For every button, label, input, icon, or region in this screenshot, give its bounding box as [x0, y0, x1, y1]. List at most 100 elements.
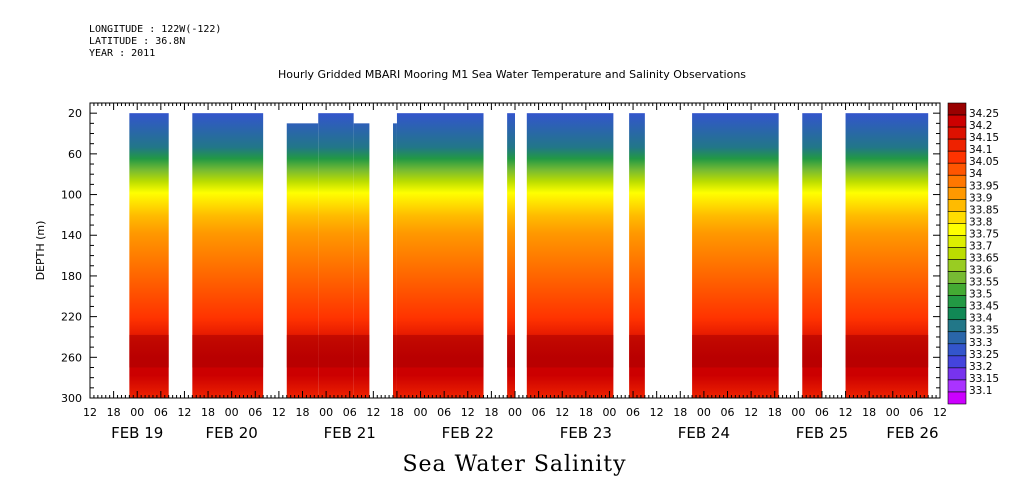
legend-swatch: [947, 235, 967, 248]
legend-label: 33.35: [969, 325, 999, 337]
legend-label: 33.75: [969, 228, 999, 240]
x-tick-label: 18: [673, 406, 687, 419]
legend-label: 34: [969, 168, 983, 180]
x-tick-label: 00: [130, 406, 144, 419]
legend-label: 33.25: [969, 349, 999, 361]
x-tick-label: 06: [626, 406, 640, 419]
x-tick-label: 06: [154, 406, 168, 419]
x-tick-label: 12: [461, 406, 475, 419]
legend-swatch: [947, 259, 967, 272]
legend-swatch: [947, 174, 967, 188]
x-tick-label: 12: [839, 406, 853, 419]
x-date-label: FEB 23: [560, 424, 612, 442]
x-tick-label: 18: [201, 406, 215, 419]
legend-label: 33.6: [969, 265, 993, 277]
legend-label: 33.7: [969, 240, 992, 252]
high-salinity-band: [845, 334, 929, 368]
legend-swatch: [947, 295, 967, 308]
legend-swatch: [947, 162, 967, 176]
legend-swatch: [947, 150, 967, 164]
x-tick-label: 18: [484, 406, 498, 419]
legend-label: 33.8: [969, 216, 992, 228]
legend-label: 33.9: [969, 192, 992, 204]
x-date-label: FEB 20: [206, 424, 258, 442]
legend-swatch: [947, 367, 967, 381]
bottom-title: Sea Water Salinity: [402, 452, 627, 477]
high-salinity-band: [192, 334, 264, 368]
y-axis-label: DEPTH (m): [34, 221, 47, 281]
legend-label: 34.2: [969, 120, 992, 132]
x-date-label: FEB 24: [678, 424, 730, 442]
longitude-label: LONGITUDE : 122W(-122): [89, 24, 222, 35]
x-tick-label: 12: [650, 406, 664, 419]
legend-label: 33.95: [969, 180, 999, 192]
high-salinity-band: [129, 334, 169, 368]
latitude-label: LATITUDE : 36.8N: [89, 36, 186, 47]
x-date-label: FEB 25: [796, 424, 848, 442]
y-tick-label: 100: [61, 189, 82, 202]
x-tick-label: 00: [414, 406, 428, 419]
legend-label: 34.1: [969, 144, 992, 156]
legend-label: 33.15: [969, 373, 999, 385]
data-segment: [629, 113, 645, 398]
x-tick-label: 12: [83, 406, 97, 419]
legend-label: 33.1: [969, 385, 992, 397]
legend-label: 33.2: [969, 361, 992, 373]
legend-swatch: [947, 343, 967, 357]
metadata-block: LONGITUDE : 122W(-122) LATITUDE : 36.8N …: [89, 24, 221, 60]
x-tick-label: 18: [862, 406, 876, 419]
x-tick-label: 06: [437, 406, 451, 419]
high-salinity-band: [353, 334, 370, 368]
high-salinity-band: [526, 334, 614, 368]
x-tick-label: 12: [177, 406, 191, 419]
legend-label: 33.65: [969, 253, 999, 265]
x-tick-label: 18: [296, 406, 310, 419]
x-tick-label: 18: [768, 406, 782, 419]
x-date-label: FEB 19: [111, 424, 163, 442]
legend-swatch: [947, 114, 967, 128]
x-tick-label: 12: [272, 406, 286, 419]
legend-swatch: [947, 102, 967, 116]
x-tick-label: 00: [791, 406, 805, 419]
high-salinity-band: [396, 334, 484, 368]
legend-label: 34.15: [969, 132, 999, 144]
x-date-label: FEB 26: [886, 424, 938, 442]
x-tick-label: 12: [366, 406, 380, 419]
x-tick-label: 00: [886, 406, 900, 419]
legend-swatch: [947, 126, 967, 140]
x-tick-label: 12: [744, 406, 758, 419]
x-tick-label: 06: [721, 406, 735, 419]
x-date-label: FEB 22: [442, 424, 494, 442]
high-salinity-band: [802, 334, 822, 368]
chart-title: Hourly Gridded MBARI Mooring M1 Sea Wate…: [277, 68, 747, 81]
x-tick-label: 06: [343, 406, 357, 419]
legend-swatch: [947, 211, 967, 224]
legend-label: 33.85: [969, 204, 999, 216]
x-tick-label: 00: [602, 406, 616, 419]
high-salinity-band: [692, 334, 779, 368]
y-tick-label: 20: [68, 107, 82, 120]
legend-swatch: [947, 331, 967, 345]
legend-swatch: [947, 355, 967, 369]
legend-label: 34.25: [969, 108, 999, 120]
legend-swatch: [947, 247, 967, 260]
high-salinity-band: [393, 334, 397, 368]
legend-label: 33.3: [969, 337, 992, 349]
high-salinity-band: [507, 334, 515, 368]
x-tick-label: 06: [248, 406, 262, 419]
data-segment: [353, 123, 370, 399]
y-tick-label: 140: [61, 229, 82, 242]
x-tick-label: 18: [579, 406, 593, 419]
x-tick-label: 00: [508, 406, 522, 419]
x-tick-label: 12: [555, 406, 569, 419]
legend-swatch: [947, 307, 967, 321]
x-tick-label: 00: [697, 406, 711, 419]
legend-label: 33.45: [969, 301, 999, 313]
y-tick-label: 300: [61, 392, 82, 405]
legend-label: 33.4: [969, 313, 993, 325]
y-tick-label: 180: [61, 270, 82, 283]
y-tick-label: 260: [61, 351, 82, 364]
legend-swatch: [947, 223, 967, 236]
x-tick-label: 00: [319, 406, 333, 419]
